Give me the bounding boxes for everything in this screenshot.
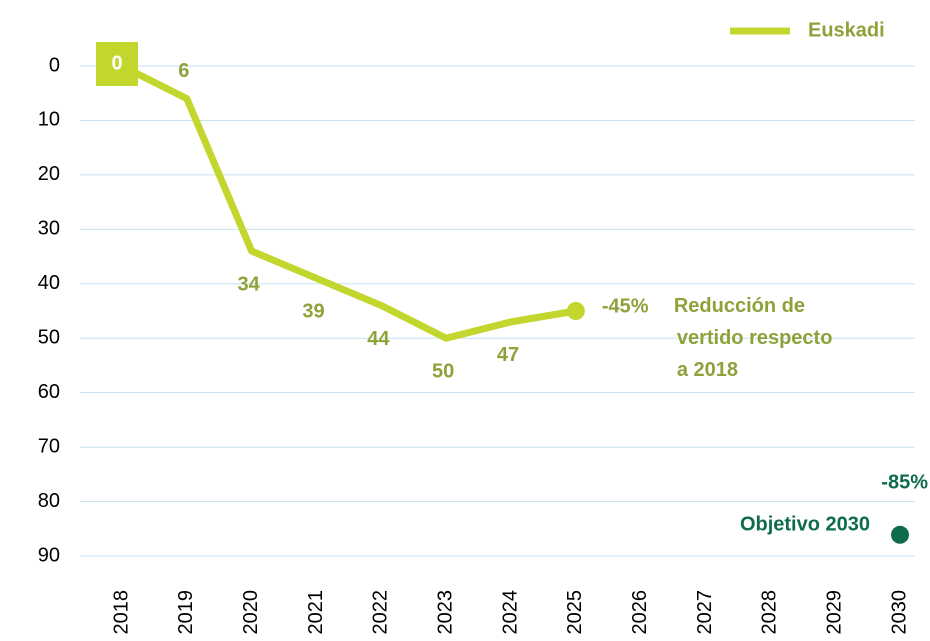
data-label: 47 [497, 344, 519, 366]
x-tick-label: 2026 [629, 590, 651, 635]
x-tick-label: 2023 [434, 590, 456, 635]
y-tick-label: 60 [38, 381, 60, 403]
data-label: 44 [367, 328, 390, 350]
data-label: 39 [302, 301, 324, 323]
x-tick-label: 2024 [499, 590, 521, 635]
x-tick-label: 2030 [888, 590, 910, 635]
x-tick-label: 2027 [694, 590, 716, 635]
annotation-line: a 2018 [677, 359, 738, 381]
y-tick-label: 70 [38, 435, 60, 457]
x-tick-label: 2019 [175, 590, 197, 635]
y-tick-label: 50 [38, 327, 60, 349]
line [120, 62, 577, 342]
y-tick-label: 20 [38, 163, 60, 185]
data-label: 0 [111, 52, 122, 74]
target-point [891, 525, 909, 544]
end-point [566, 302, 585, 320]
target-value-label: -85% [881, 471, 928, 493]
x-tick-label: 2021 [305, 590, 327, 635]
x-tick-label: 2020 [240, 590, 262, 635]
y-tick-label: 30 [38, 218, 60, 240]
annotation-line: vertido respecto [677, 327, 833, 349]
data-label: 50 [432, 361, 454, 383]
y-tick-label: 90 [38, 544, 60, 566]
annotation-line: Reducción de [674, 295, 805, 317]
x-tick-label: 2029 [823, 590, 845, 635]
y-tick-label: 10 [38, 109, 60, 131]
y-tick-label: 40 [38, 272, 60, 294]
annotation: Reducción de vertido respecto a 2018 [674, 295, 833, 381]
x-tick-label: 2022 [370, 590, 392, 635]
x-tick-label: 2018 [110, 590, 132, 635]
data-label: 6 [178, 60, 189, 82]
target-label: Objetivo 2030 [740, 513, 870, 535]
label-box [96, 42, 138, 86]
y-tick-label: 0 [49, 54, 60, 76]
x-tick-label: 2028 [759, 590, 781, 635]
x-tick-label: 2025 [564, 590, 586, 635]
data-label: -45% [602, 295, 649, 317]
legend-label: Euskadi [808, 19, 885, 41]
y-tick-label: 80 [38, 490, 60, 512]
data-label: 34 [238, 273, 261, 295]
